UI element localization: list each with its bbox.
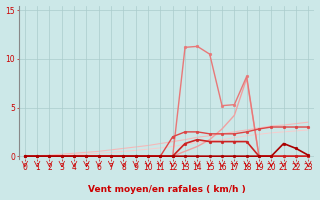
X-axis label: Vent moyen/en rafales ( km/h ): Vent moyen/en rafales ( km/h ) — [88, 185, 245, 194]
